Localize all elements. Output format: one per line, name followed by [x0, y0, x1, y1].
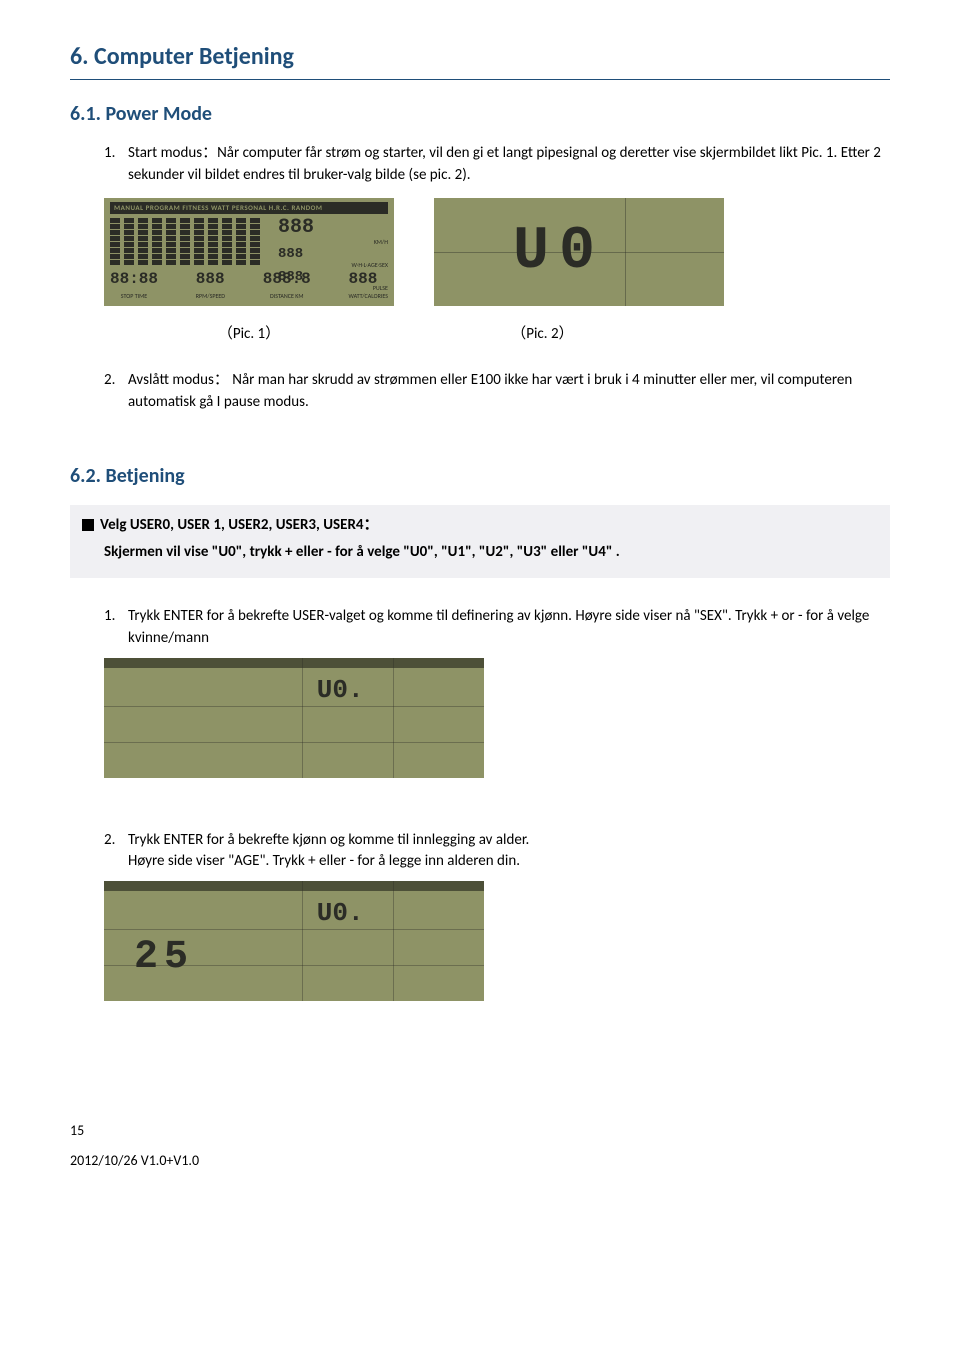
- step2-line2: Høyre side viser "AGE". Trykk + eller - …: [128, 852, 520, 870]
- list-number: 2.: [104, 370, 128, 414]
- lcd-pic-1: MANUAL PROGRAM FITNESS WATT PERSONAL H.R…: [104, 198, 394, 306]
- lcd-banner: MANUAL PROGRAM FITNESS WATT PERSONAL H.R…: [110, 202, 388, 214]
- list-number: 1.: [104, 143, 128, 187]
- lcd-b1-cap: STOP TIME: [110, 292, 158, 301]
- lcd-b4: 888: [349, 268, 388, 291]
- page-footer: 15 2012/10/26 V1.0+V1.0: [70, 1121, 890, 1172]
- lcd-b2-cap: RPM/SPEED: [196, 292, 225, 301]
- lcd-step-2: 25 U0.: [104, 881, 484, 1001]
- pic-1-label: （Pic. 1）: [104, 324, 394, 346]
- lcd-right-num-1: 888: [278, 218, 388, 238]
- pic-2-label: （Pic. 2）: [397, 324, 687, 346]
- lcd-b2: 888: [196, 268, 225, 291]
- list-number: 1.: [104, 606, 128, 650]
- pic-labels-row: （Pic. 1） （Pic. 2）: [104, 324, 890, 346]
- list-text: Trykk ENTER for å bekrefte kjønn og komm…: [128, 830, 890, 874]
- lcd-divider: [104, 742, 484, 743]
- user-select-box: Velg USER0, USER 1, USER2, USER3, USER4：…: [70, 505, 890, 579]
- lcd-figures-row: MANUAL PROGRAM FITNESS WATT PERSONAL H.R…: [104, 198, 890, 306]
- user-box-line1: Velg USER0, USER 1, USER2, USER3, USER4：: [100, 515, 379, 537]
- step-1: 1. Trykk ENTER for å bekrefte USER-valge…: [104, 606, 890, 650]
- lcd-step2-u0: U0.: [317, 895, 364, 933]
- lcd-topband: [104, 658, 484, 668]
- lcd-divider: [302, 658, 303, 778]
- step2-line1: Trykk ENTER for å bekrefte kjønn og komm…: [128, 831, 529, 849]
- lcd-bottom-row: 88:88STOP TIME 888RPM/SPEED 888.8DISTANC…: [110, 268, 388, 300]
- lcd-step2-age: 25: [134, 929, 194, 987]
- lcd-divider-h: [434, 252, 724, 253]
- heading-6-1: 6.1. Power Mode: [70, 100, 890, 129]
- lcd-b3: 888.8: [263, 268, 311, 291]
- lcd-bars: // placeholder – bars generated below vi…: [110, 218, 260, 265]
- step-2: 2. Trykk ENTER for å bekrefte kjønn og k…: [104, 830, 890, 874]
- footer-version: 2012/10/26 V1.0+V1.0: [70, 1151, 890, 1171]
- lcd-divider: [104, 706, 484, 707]
- lcd-right-num-2: 888: [278, 247, 388, 261]
- lcd-divider: [302, 881, 303, 1001]
- lcd-b1: 88:88: [110, 268, 158, 291]
- lcd-step1-u0: U0.: [317, 672, 364, 710]
- list-item-off-mode: 2. Avslått modus： Når man har skrudd av …: [104, 370, 890, 414]
- list-number: 2.: [104, 830, 128, 874]
- bullet-square-icon: [82, 519, 94, 531]
- lcd-divider: [393, 881, 394, 1001]
- heading-section-6: 6. Computer Betjening: [70, 40, 890, 80]
- lcd-b4-cap: WATT/CALORIES: [349, 292, 388, 301]
- lcd-b3-cap: DISTANCE KM: [263, 292, 311, 301]
- lcd-topband: [104, 881, 484, 891]
- list-text: Avslått modus： Når man har skrudd av str…: [128, 370, 890, 414]
- lcd-step-1: U0.: [104, 658, 484, 778]
- list-text: Trykk ENTER for å bekrefte USER-valget o…: [128, 606, 890, 650]
- lcd-divider: [393, 658, 394, 778]
- lcd-banner-text: MANUAL PROGRAM FITNESS WATT PERSONAL H.R…: [110, 202, 388, 214]
- page-number: 15: [70, 1121, 890, 1141]
- heading-6-2: 6.2. Betjening: [70, 462, 890, 491]
- list-item-start-mode: 1. Start modus：Når computer får strøm og…: [104, 143, 890, 187]
- user-box-line2: Skjermen vil vise "U0", trykk + eller - …: [104, 542, 878, 564]
- list-text: Start modus：Når computer får strøm og st…: [128, 143, 890, 187]
- lcd-pic-2: U0: [434, 198, 724, 306]
